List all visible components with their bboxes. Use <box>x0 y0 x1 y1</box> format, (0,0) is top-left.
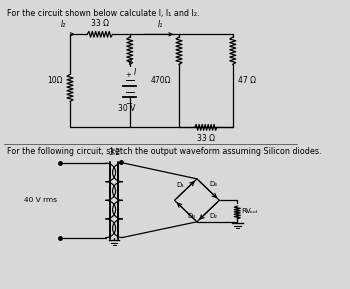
Text: For the following circuit, sketch the output waveform assuming Silicon diodes.: For the following circuit, sketch the ou… <box>7 147 322 155</box>
Text: 33 Ω: 33 Ω <box>197 134 215 143</box>
Text: 10Ω: 10Ω <box>47 76 63 85</box>
Text: 470Ω: 470Ω <box>151 76 172 85</box>
Text: Vₒᵤₜ: Vₒᵤₜ <box>246 208 259 214</box>
Text: I₁: I₁ <box>158 20 163 29</box>
Text: Rₗ: Rₗ <box>241 208 247 214</box>
Text: 30 V: 30 V <box>118 104 135 113</box>
Text: I: I <box>134 68 136 77</box>
Text: +: + <box>125 72 131 78</box>
Text: −: − <box>125 100 132 109</box>
Text: 3:2: 3:2 <box>108 148 120 158</box>
Text: D₄: D₄ <box>210 181 218 187</box>
Text: I₂: I₂ <box>60 20 65 29</box>
Text: D₂: D₂ <box>210 213 218 219</box>
Text: 47 Ω: 47 Ω <box>238 76 256 85</box>
Text: For the circuit shown below calculate I, I₁ and I₂.: For the circuit shown below calculate I,… <box>7 9 200 18</box>
Text: 33 Ω: 33 Ω <box>91 19 109 28</box>
Text: D₃: D₃ <box>188 213 195 219</box>
Text: D₁: D₁ <box>176 182 184 188</box>
Text: 40 V rms: 40 V rms <box>23 197 57 203</box>
